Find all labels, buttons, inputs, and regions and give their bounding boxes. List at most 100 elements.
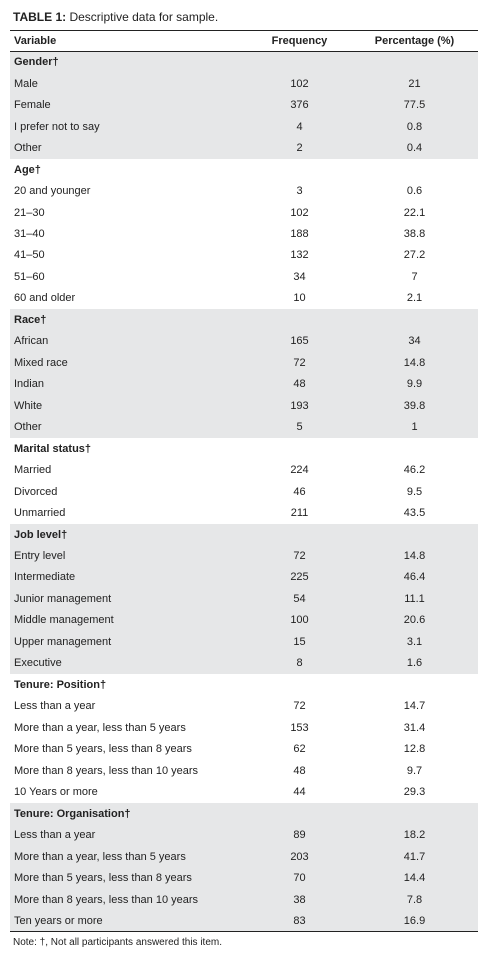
frequency: 72 <box>293 700 306 713</box>
percentage: 14.8 <box>403 550 426 563</box>
title-label: TABLE 1: <box>13 10 67 24</box>
percentage: 14.4 <box>403 872 426 885</box>
percentage: 3.1 <box>406 635 423 648</box>
data-row: Less than a year 72 14.7 <box>10 696 478 717</box>
data-row: Divorced 46 9.5 <box>10 481 478 502</box>
frequency: 10 <box>293 292 306 305</box>
data-row: Upper management 15 3.1 <box>10 631 478 653</box>
row-label: 31–40 <box>14 227 45 240</box>
percentage: 2.1 <box>406 292 423 305</box>
row-label: More than 8 years, less than 10 years <box>14 893 199 906</box>
percentage: 27.2 <box>403 249 426 262</box>
data-row: 51–60 34 7 <box>10 266 478 287</box>
row-label: Middle management <box>14 614 114 627</box>
empty-cell <box>351 159 478 180</box>
frequency: 62 <box>293 743 306 756</box>
empty-cell <box>351 803 478 824</box>
empty-cell <box>351 309 478 330</box>
empty-cell <box>351 524 478 545</box>
row-label: Unmarried <box>14 507 66 520</box>
percentage: 0.4 <box>406 142 423 155</box>
row-label: More than 5 years, less than 8 years <box>14 872 192 885</box>
row-label: 41–50 <box>14 249 45 262</box>
row-label: Intermediate <box>14 571 76 584</box>
section-title: Gender† <box>14 56 59 69</box>
row-label: More than 8 years, less than 10 years <box>14 764 199 777</box>
frequency: 224 <box>290 464 309 477</box>
table-note: Note: †, Not all participants answered t… <box>13 937 222 948</box>
row-label: Entry level <box>14 550 66 563</box>
percentage: 1.6 <box>406 657 423 670</box>
section-row: Gender† <box>10 51 478 73</box>
row-label: Less than a year <box>14 700 96 713</box>
data-row: Ten years or more 83 16.9 <box>10 910 478 933</box>
frequency: 4 <box>296 120 303 133</box>
percentage: 22.1 <box>403 206 426 219</box>
percentage: 12.8 <box>403 743 426 756</box>
row-label: White <box>14 399 43 412</box>
percentage: 14.8 <box>403 356 426 369</box>
data-row: I prefer not to say 4 0.8 <box>10 115 478 138</box>
row-label: More than a year, less than 5 years <box>14 850 186 863</box>
frequency: 100 <box>290 614 309 627</box>
data-row: Other 2 0.4 <box>10 137 478 159</box>
frequency: 8 <box>296 657 303 670</box>
row-label: Other <box>14 142 42 155</box>
section-row: Tenure: Position† <box>10 674 478 695</box>
table-title: TABLE 1: Descriptive data for sample. <box>13 10 218 24</box>
column-header: Frequency <box>248 30 351 52</box>
data-row: 41–50 132 27.2 <box>10 245 478 266</box>
row-label: 21–30 <box>14 206 45 219</box>
data-row: More than a year, less than 5 years 153 31… <box>10 717 478 738</box>
frequency: 188 <box>290 227 309 240</box>
row-label: 51–60 <box>14 270 45 283</box>
title-text: Descriptive data for sample. <box>69 10 219 24</box>
percentage: 0.8 <box>406 120 423 133</box>
frequency: 38 <box>293 893 306 906</box>
empty-cell <box>248 438 351 459</box>
row-label: Junior management <box>14 592 112 605</box>
percentage: 38.8 <box>403 227 426 240</box>
frequency: 225 <box>290 571 309 584</box>
empty-cell <box>248 524 351 545</box>
row-label: 20 and younger <box>14 185 91 198</box>
empty-cell <box>248 674 351 695</box>
section-title: Tenure: Position† <box>14 678 107 691</box>
data-row: More than 8 years, less than 10 years 48 9… <box>10 760 478 781</box>
row-label: More than 5 years, less than 8 years <box>14 743 192 756</box>
row-label: Indian <box>14 378 44 391</box>
data-row: White 193 39.8 <box>10 395 478 417</box>
frequency: 89 <box>293 829 306 842</box>
data-row: More than 5 years, less than 8 years 62 12… <box>10 739 478 760</box>
percentage: 11.1 <box>404 592 425 605</box>
empty-cell <box>351 674 478 695</box>
column-header: Variable <box>10 30 248 52</box>
data-row: 21–30 102 22.1 <box>10 202 478 223</box>
percentage: 9.7 <box>406 764 423 777</box>
frequency: 376 <box>290 99 309 112</box>
data-row: 10 Years or more 44 29.3 <box>10 781 478 802</box>
data-table: Variable Frequency Percentage (%) Gender… <box>10 30 478 933</box>
frequency: 211 <box>290 507 309 520</box>
data-row: Intermediate 225 46.4 <box>10 566 478 589</box>
percentage: 9.5 <box>406 485 423 498</box>
percentage: 0.6 <box>406 185 423 198</box>
data-row: Middle management 100 20.6 <box>10 609 478 632</box>
frequency: 193 <box>290 399 309 412</box>
percentage: 31.4 <box>403 721 426 734</box>
data-row: 31–40 188 38.8 <box>10 223 478 244</box>
section-row: Tenure: Organisation† <box>10 802 478 825</box>
frequency: 2 <box>296 142 303 155</box>
frequency: 46 <box>293 485 306 498</box>
empty-cell <box>248 309 351 330</box>
frequency: 15 <box>293 635 306 648</box>
frequency: 72 <box>293 550 306 563</box>
header-row: Variable Frequency Percentage (%) <box>10 30 478 52</box>
percentage: 7 <box>411 270 418 283</box>
row-label: Female <box>14 99 51 112</box>
frequency: 48 <box>293 378 306 391</box>
empty-cell <box>248 803 351 824</box>
section-row: Race† <box>10 309 478 331</box>
frequency: 5 <box>296 421 303 434</box>
row-label: Other <box>14 421 42 434</box>
